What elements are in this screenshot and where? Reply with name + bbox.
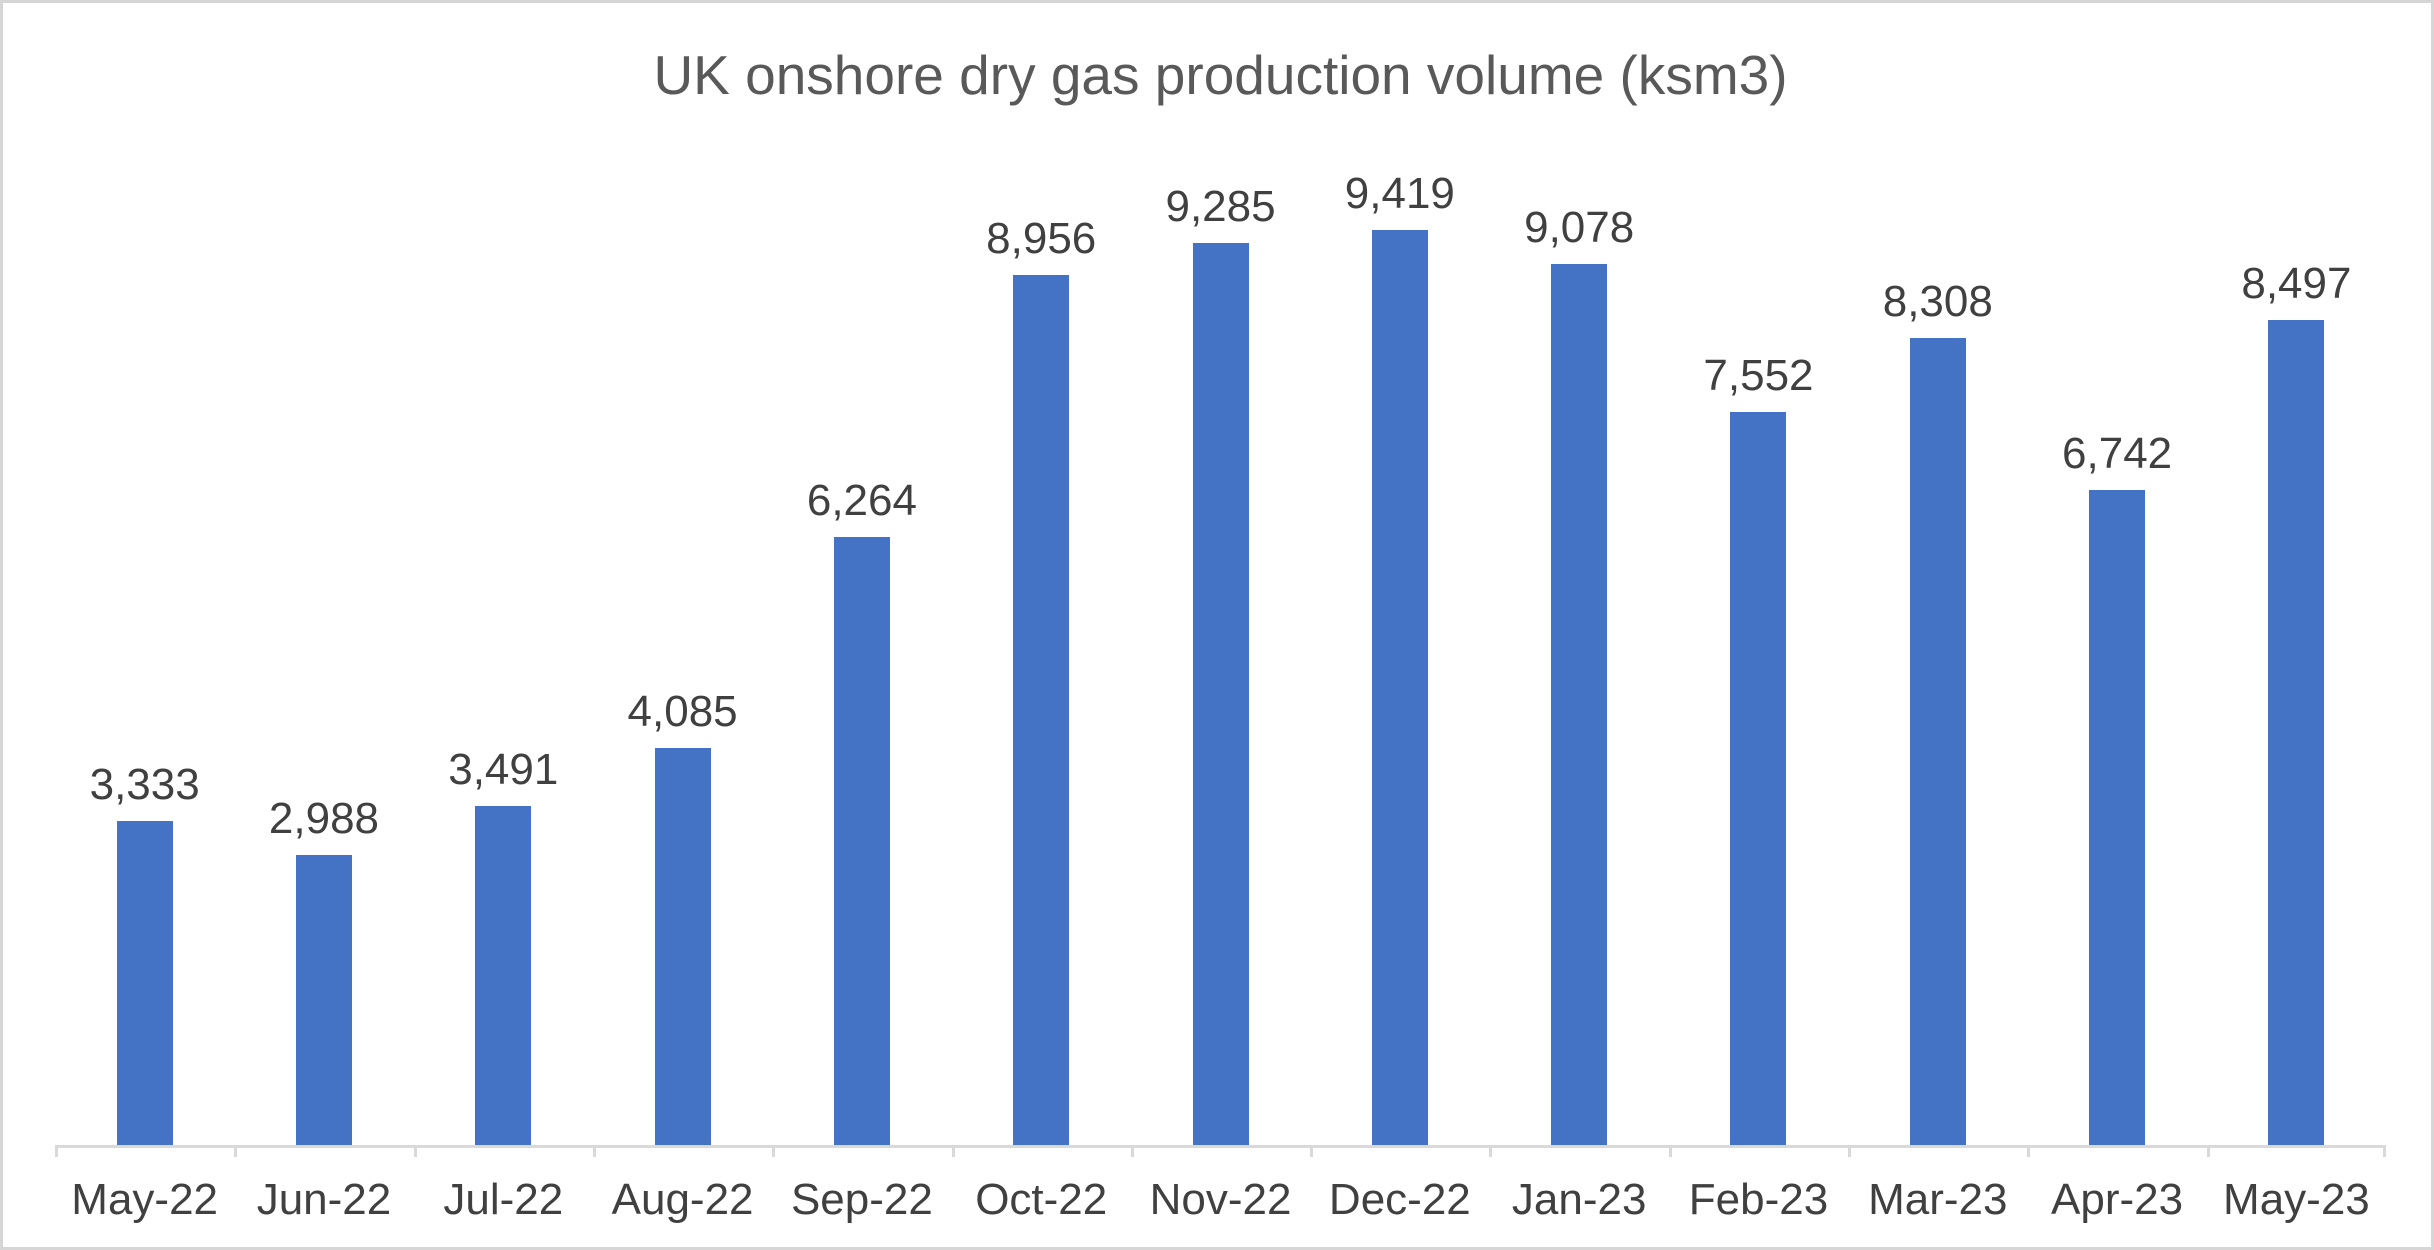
x-axis-label: Dec-22 <box>1328 1175 1471 1224</box>
plot-area: 3,333 2,988 3,491 4,085 6,264 8,956 9,285 9,419… <box>55 169 2386 1224</box>
category-cell: 3,491 <box>414 174 593 1145</box>
bar <box>1551 263 1608 1145</box>
bar-value-label: 6,264 <box>806 475 917 525</box>
x-axis-label: Mar-23 <box>1868 1175 2008 1224</box>
category-cell: 3,333 <box>55 174 234 1145</box>
category-cell: 6,264 <box>772 174 951 1145</box>
bar-value-label: 2,988 <box>268 793 380 843</box>
x-axis-labels-row: May-22 Jun-22 Jul-22 Aug-22 Sep-22 Oct-22 Nov-… <box>55 1175 2386 1225</box>
category-cell: 9,419 <box>1310 169 1489 1145</box>
axis-tick <box>2027 1145 2031 1157</box>
axis-tick <box>951 1145 955 1157</box>
axis-tick <box>772 1145 776 1157</box>
category-cell: 4,085 <box>593 174 772 1145</box>
bar-value-label: 8,497 <box>2241 258 2352 308</box>
bar-value-label: 4,085 <box>627 687 738 737</box>
axis-tick <box>592 1145 596 1157</box>
bar <box>1192 243 1249 1145</box>
bar-value-label: 8,308 <box>1882 277 1993 327</box>
category-cell: 7,552 <box>1669 174 1848 1145</box>
bars-row: 3,333 2,988 3,491 4,085 6,264 8,956 9,285 9,419… <box>55 169 2386 1145</box>
bar <box>1909 338 1966 1145</box>
bar-value-label: 9,285 <box>1165 182 1276 232</box>
axis-tick <box>413 1145 417 1157</box>
x-axis-line <box>55 1145 2386 1148</box>
bar-value-label: 6,742 <box>2062 429 2173 479</box>
bar-value-label: 3,491 <box>448 745 559 795</box>
category-cell: 9,078 <box>1490 174 1669 1145</box>
category-cell: 2,988 <box>234 174 413 1145</box>
axis-tick <box>234 1145 238 1157</box>
bar <box>1371 230 1428 1145</box>
axis-tick <box>1130 1145 1134 1157</box>
x-axis-label: Jul-22 <box>443 1175 564 1224</box>
category-cell: 8,956 <box>952 174 1131 1145</box>
bar <box>475 806 532 1145</box>
x-axis-label: Sep-22 <box>790 1175 933 1224</box>
category-cell: 8,497 <box>2207 174 2386 1145</box>
axis-tick <box>2383 1145 2386 1157</box>
bar <box>2089 490 2146 1145</box>
x-axis-label: May-23 <box>2223 1175 2370 1224</box>
category-cell: 8,308 <box>1848 174 2027 1145</box>
x-axis-label: Nov-22 <box>1149 1175 1292 1224</box>
bar-value-label: 9,419 <box>1344 169 1455 219</box>
bar-value-label: 9,078 <box>1524 202 1635 252</box>
x-axis-label: Feb-23 <box>1688 1175 1829 1224</box>
x-axis-label: Oct-22 <box>975 1175 1108 1224</box>
x-axis-label: Jan-23 <box>1511 1175 1647 1224</box>
chart-title: UK onshore dry gas production volume (ks… <box>653 44 1788 106</box>
bar <box>1013 275 1070 1145</box>
x-axis-label: May-22 <box>71 1175 219 1224</box>
axis-tick <box>1668 1145 1672 1157</box>
category-cell: 9,285 <box>1131 174 1310 1145</box>
x-axis-label: Aug-22 <box>611 1175 754 1224</box>
bar <box>2268 319 2325 1145</box>
bar <box>116 821 173 1145</box>
x-axis-label: Apr-23 <box>2051 1175 2184 1224</box>
bar <box>295 854 352 1145</box>
bar-value-label: 7,552 <box>1703 350 1814 400</box>
bar-value-label: 3,333 <box>89 760 200 810</box>
bar <box>654 748 711 1145</box>
axis-tick <box>55 1145 58 1157</box>
axis-tick <box>2206 1145 2210 1157</box>
bar <box>833 536 890 1145</box>
x-axis-label: Jun-22 <box>256 1175 392 1224</box>
axis-tick <box>1489 1145 1493 1157</box>
bar-value-label: 8,956 <box>986 214 1097 264</box>
axis-tick <box>1848 1145 1852 1157</box>
category-cell: 6,742 <box>2027 174 2206 1145</box>
axis-tick <box>1310 1145 1314 1157</box>
bar <box>1730 411 1787 1145</box>
